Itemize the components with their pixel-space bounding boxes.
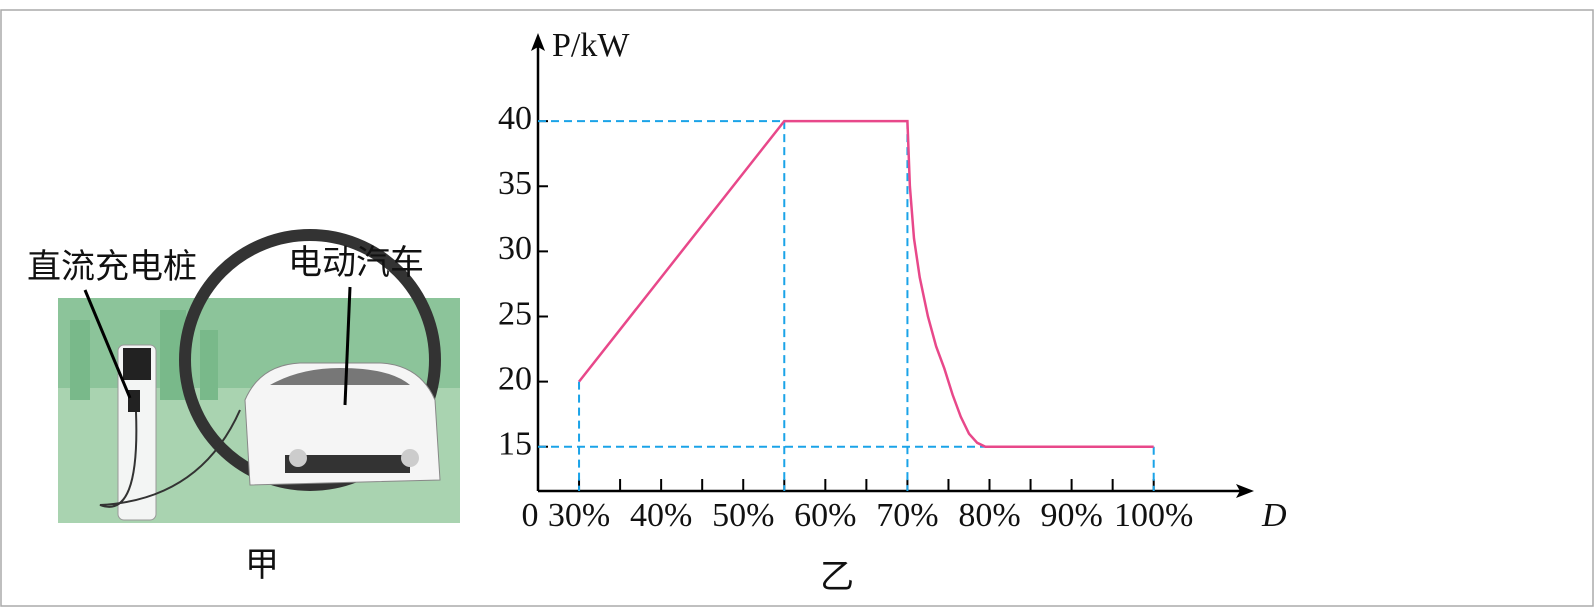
label: 电动汽车 (288, 244, 424, 282)
y-tick-label: 25 (498, 295, 532, 332)
pointer (343, 286, 352, 406)
x-axis-label: D (1261, 497, 1287, 534)
y-tick-label: 30 (498, 230, 532, 267)
photo (58, 229, 460, 523)
x-tick-label: 30% (548, 497, 610, 534)
chart-caption: 乙 (820, 559, 854, 596)
label: 直流充电桩 (27, 248, 197, 286)
y-tick-label: 20 (498, 360, 532, 397)
y-axis-label: P/kW (552, 27, 630, 64)
x-tick-label: 100% (1114, 497, 1193, 534)
data-line (578, 119, 1154, 448)
x-tick-label: 40% (630, 497, 692, 534)
y-tick-label: 15 (498, 426, 532, 463)
x-tick-label: 80% (958, 497, 1020, 534)
x-tick-label: 50% (712, 497, 774, 534)
x-tick-label: 70% (876, 497, 938, 534)
x-tick-label: 90% (1040, 497, 1102, 534)
x-tick-label: 60% (794, 497, 856, 534)
y-arrow (531, 33, 545, 51)
y-tick-label: 35 (498, 165, 532, 202)
y-tick-label: 40 (498, 100, 532, 137)
origin-label: 0 (522, 497, 539, 534)
x-arrow (1236, 484, 1254, 498)
pointer (83, 289, 132, 399)
caption: 甲 (245, 547, 279, 584)
frame (0, 9, 1594, 607)
